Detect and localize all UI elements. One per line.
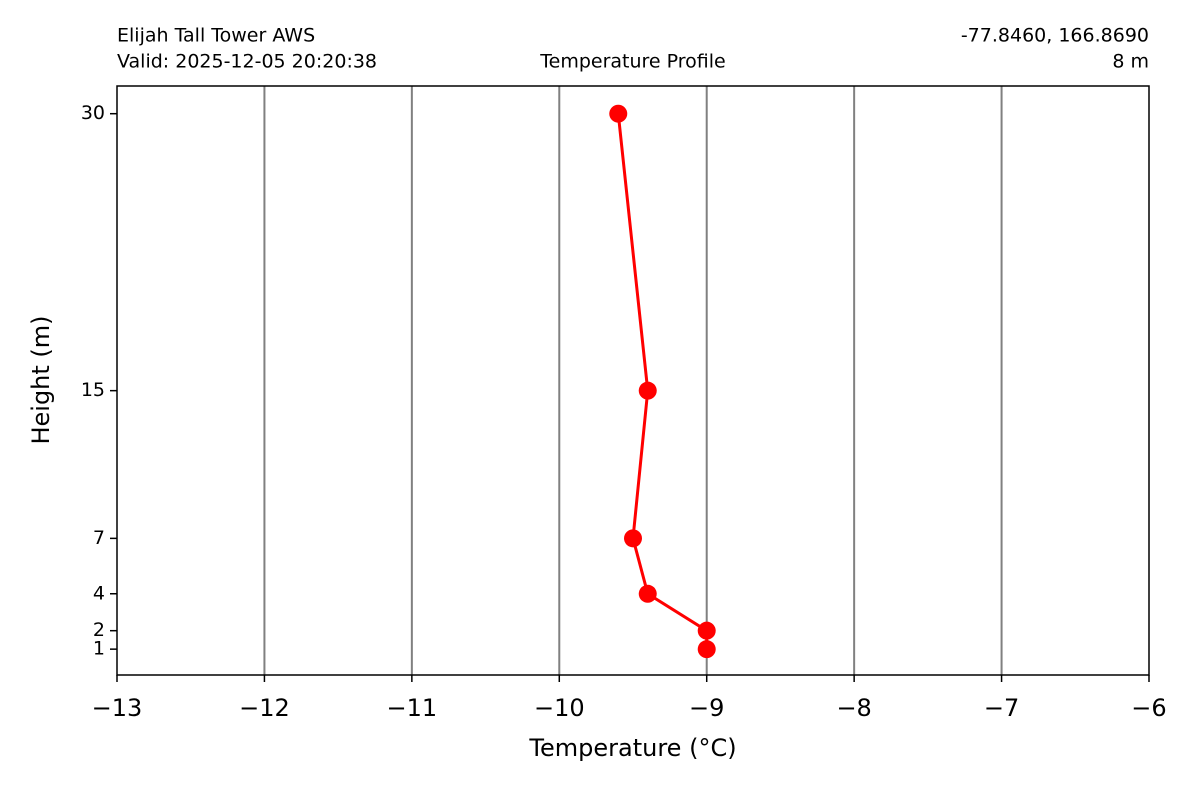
y-tick-label: 2 <box>93 619 105 641</box>
x-tick-label: −6 <box>1131 694 1166 722</box>
y-tick-label: 30 <box>81 102 105 124</box>
x-tick-label: −7 <box>984 694 1019 722</box>
x-axis-label: Temperature (°C) <box>528 734 736 762</box>
y-axis-label: Height (m) <box>27 315 55 444</box>
y-tick-label: 7 <box>93 527 105 549</box>
y-tick-label: 4 <box>93 582 105 604</box>
data-point <box>697 640 716 659</box>
valid-time: Valid: 2025-12-05 20:20:38 <box>117 51 377 73</box>
elevation: 8 m <box>1112 51 1149 73</box>
y-tick-label: 15 <box>81 379 105 401</box>
coordinates: -77.8460, 166.8690 <box>961 25 1149 47</box>
data-point <box>697 621 716 640</box>
data-point <box>609 104 628 123</box>
x-tick-label: −11 <box>387 694 438 722</box>
data-point <box>624 529 642 548</box>
chart-title: Temperature Profile <box>539 51 725 73</box>
x-tick-label: −8 <box>836 694 871 722</box>
y-tick-label: 1 <box>93 638 105 660</box>
x-tick-label: −10 <box>534 694 585 722</box>
x-tick-label: −13 <box>92 694 143 722</box>
x-tick-label: −9 <box>689 694 724 722</box>
plot-frame <box>116 85 1150 676</box>
profile-line <box>616 113 709 650</box>
x-tick-label: −12 <box>239 694 290 722</box>
data-point <box>638 381 657 400</box>
data-point <box>638 584 657 603</box>
station-name: Elijah Tall Tower AWS <box>117 25 315 47</box>
